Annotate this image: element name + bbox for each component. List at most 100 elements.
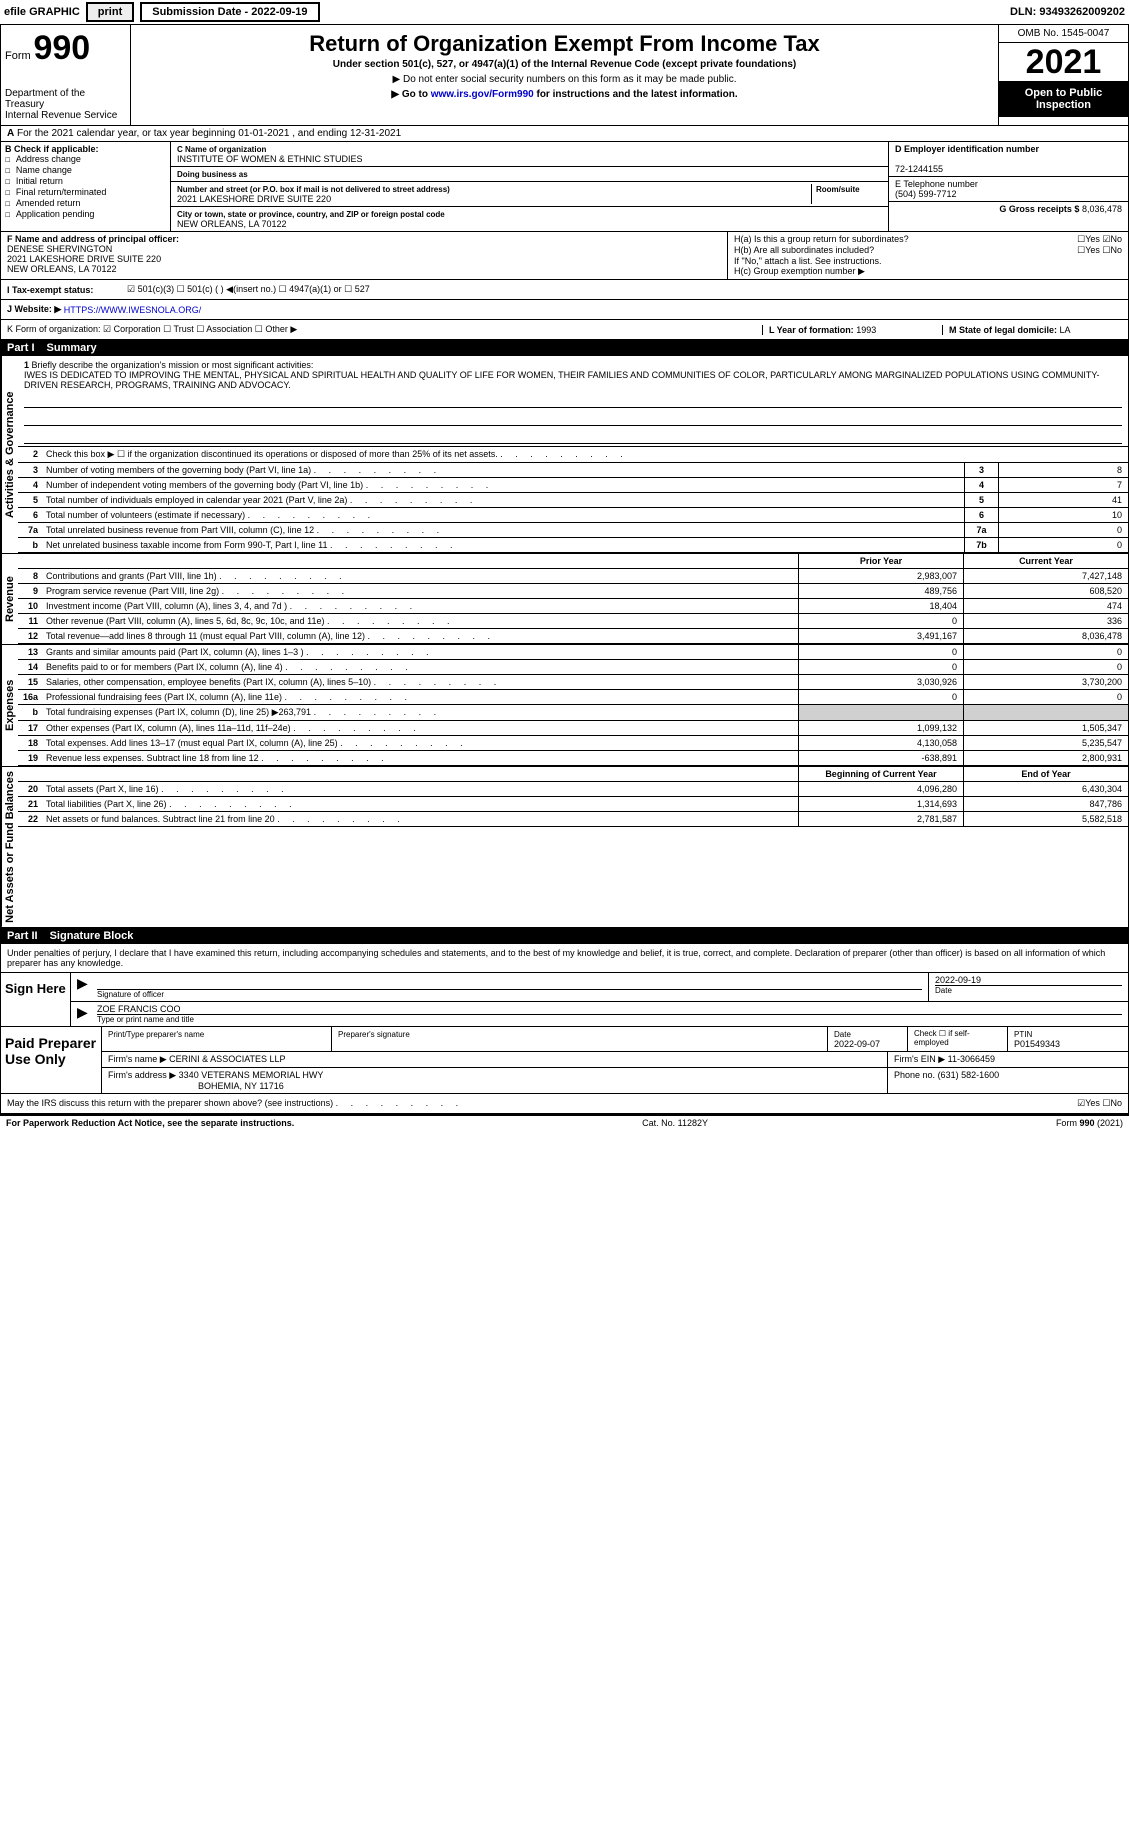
financial-row: 9Program service revenue (Part VIII, lin…: [18, 584, 1128, 599]
section-h: H(a) Is this a group return for subordin…: [728, 232, 1128, 279]
row-m-state: M State of legal domicile: LA: [942, 325, 1122, 335]
chk-address-change[interactable]: ☐: [5, 155, 16, 165]
financial-row: 12Total revenue—add lines 8 through 11 (…: [18, 629, 1128, 644]
officer-print-name: ZOE FRANCIS COO: [97, 1004, 1122, 1014]
open-inspection-badge: Open to Public Inspection: [999, 81, 1128, 117]
governance-row: 6Total number of volunteers (estimate if…: [18, 508, 1128, 523]
header-left: Form 990 Department of the Treasury Inte…: [1, 25, 131, 125]
arrow-icon: ▶: [71, 1002, 91, 1026]
financial-row: 10Investment income (Part VIII, column (…: [18, 599, 1128, 614]
arrow-icon: ▶: [71, 973, 91, 1001]
firm-name: CERINI & ASSOCIATES LLP: [169, 1054, 285, 1064]
dept-irs: Internal Revenue Service: [5, 110, 126, 121]
dept-treasury: Department of the Treasury: [5, 88, 126, 110]
phone: (504) 599-7712: [895, 189, 957, 199]
governance-row: 5Total number of individuals employed in…: [18, 493, 1128, 508]
form-subtitle: Under section 501(c), 527, or 4947(a)(1)…: [139, 59, 990, 70]
row-a-calendar-year: A For the 2021 calendar year, or tax yea…: [1, 126, 1128, 142]
signature-block: Under penalties of perjury, I declare th…: [1, 944, 1128, 1114]
page-footer: For Paperwork Reduction Act Notice, see …: [0, 1115, 1129, 1130]
submission-date-button[interactable]: Submission Date - 2022-09-19: [140, 2, 319, 22]
side-label-expenses: Expenses: [1, 645, 18, 766]
section-f: F Name and address of principal officer:…: [1, 232, 728, 279]
row-j-website: J Website: ▶ HTTPS://WWW.IWESNOLA.ORG/: [1, 300, 1128, 320]
mission-block: 1 Briefly describe the organization's mi…: [18, 356, 1128, 447]
row-f-h: F Name and address of principal officer:…: [1, 232, 1128, 280]
form-container: Form 990 Department of the Treasury Inte…: [0, 24, 1129, 1115]
signature-declaration: Under penalties of perjury, I declare th…: [1, 944, 1128, 972]
form-word: Form: [5, 50, 31, 62]
firm-addr1: 3340 VETERANS MEMORIAL HWY: [179, 1070, 324, 1080]
financial-row: 19Revenue less expenses. Subtract line 1…: [18, 751, 1128, 766]
fin-header-revenue: Prior Year Current Year: [18, 554, 1128, 569]
efile-label: efile GRAPHIC: [4, 6, 80, 18]
sign-here-label: Sign Here: [1, 973, 71, 1026]
firm-ein: 11-3066459: [948, 1054, 995, 1064]
row-k-l: K Form of organization: ☑ Corporation ☐ …: [1, 320, 1128, 340]
entity-info-row: B Check if applicable: ☐ Address change …: [1, 142, 1128, 232]
financial-row: 14Benefits paid to or for members (Part …: [18, 660, 1128, 675]
form-header: Form 990 Department of the Treasury Inte…: [1, 25, 1128, 126]
chk-application-pending[interactable]: ☐: [5, 210, 16, 220]
org-address: 2021 LAKESHORE DRIVE SUITE 220: [177, 194, 331, 204]
form-note-link: ▶ Go to www.irs.gov/Form990 for instruct…: [139, 89, 990, 100]
sig-date: 2022-09-19: [935, 975, 1122, 985]
section-c: C Name of organization INSTITUTE OF WOME…: [171, 142, 888, 231]
org-city: NEW ORLEANS, LA 70122: [177, 219, 287, 229]
footer-right: Form 990 (2021): [1056, 1118, 1123, 1128]
header-middle: Return of Organization Exempt From Incom…: [131, 25, 998, 125]
discuss-answer: ☑Yes ☐No: [1077, 1098, 1122, 1109]
side-label-net: Net Assets or Fund Balances: [1, 767, 18, 927]
mission-text: IWES IS DEDICATED TO IMPROVING THE MENTA…: [24, 370, 1100, 390]
prep-date: 2022-09-07: [834, 1039, 880, 1049]
financial-row: 8Contributions and grants (Part VIII, li…: [18, 569, 1128, 584]
print-button[interactable]: print: [86, 2, 134, 22]
footer-left: For Paperwork Reduction Act Notice, see …: [6, 1118, 294, 1128]
footer-mid: Cat. No. 11282Y: [642, 1118, 708, 1128]
website-link[interactable]: HTTPS://WWW.IWESNOLA.ORG/: [64, 305, 202, 315]
section-b: B Check if applicable: ☐ Address change …: [1, 142, 171, 231]
financial-row: 21Total liabilities (Part X, line 26)1,3…: [18, 797, 1128, 812]
fin-header-net: Beginning of Current Year End of Year: [18, 767, 1128, 782]
org-name: INSTITUTE OF WOMEN & ETHNIC STUDIES: [177, 154, 363, 164]
hb-answer: ☐Yes ☐No: [1077, 245, 1122, 256]
chk-amended[interactable]: ☐: [5, 199, 16, 209]
dln-label: DLN: 93493262009202: [1010, 6, 1125, 18]
firm-phone: (631) 582-1600: [938, 1070, 1000, 1080]
top-toolbar: efile GRAPHIC print Submission Date - 20…: [0, 0, 1129, 24]
expenses-section: Expenses 13Grants and similar amounts pa…: [1, 645, 1128, 767]
financial-row: bTotal fundraising expenses (Part IX, co…: [18, 705, 1128, 721]
financial-row: 11Other revenue (Part VIII, column (A), …: [18, 614, 1128, 629]
gross-receipts: 8,036,478: [1082, 204, 1122, 214]
financial-row: 17Other expenses (Part IX, column (A), l…: [18, 721, 1128, 736]
paid-preparer-label: Paid Preparer Use Only: [1, 1027, 101, 1093]
chk-initial-return[interactable]: ☐: [5, 177, 16, 187]
irs-link[interactable]: www.irs.gov/Form990: [431, 89, 534, 100]
chk-final-return[interactable]: ☐: [5, 188, 16, 198]
governance-row: 2Check this box ▶ ☐ if the organization …: [18, 447, 1128, 463]
financial-row: 16aProfessional fundraising fees (Part I…: [18, 690, 1128, 705]
governance-row: bNet unrelated business taxable income f…: [18, 538, 1128, 553]
ptin: P01549343: [1014, 1039, 1060, 1049]
header-right: OMB No. 1545-0047 2021 Open to Public In…: [998, 25, 1128, 125]
form-title: Return of Organization Exempt From Incom…: [139, 31, 990, 57]
financial-row: 13Grants and similar amounts paid (Part …: [18, 645, 1128, 660]
row-l-year: L Year of formation: 1993: [762, 325, 942, 335]
side-label-revenue: Revenue: [1, 554, 18, 644]
discuss-row: May the IRS discuss this return with the…: [1, 1093, 1128, 1113]
omb-number: OMB No. 1545-0047: [999, 25, 1128, 43]
financial-row: 20Total assets (Part X, line 16)4,096,28…: [18, 782, 1128, 797]
chk-name-change[interactable]: ☐: [5, 166, 16, 176]
governance-row: 3Number of voting members of the governi…: [18, 463, 1128, 478]
governance-section: Activities & Governance 1 Briefly descri…: [1, 356, 1128, 554]
financial-row: 15Salaries, other compensation, employee…: [18, 675, 1128, 690]
ein: 72-1244155: [895, 164, 943, 174]
revenue-section: Revenue Prior Year Current Year 8Contrib…: [1, 554, 1128, 645]
preparer-block: Paid Preparer Use Only Print/Type prepar…: [1, 1026, 1128, 1093]
governance-row: 7aTotal unrelated business revenue from …: [18, 523, 1128, 538]
officer-name: DENESE SHERVINGTON: [7, 244, 112, 254]
form-number: 990: [33, 29, 90, 67]
row-i-tax-status: I Tax-exempt status: ☑ 501(c)(3) ☐ 501(c…: [1, 280, 1128, 300]
side-label-governance: Activities & Governance: [1, 356, 18, 553]
ha-answer: ☐Yes ☑No: [1077, 234, 1122, 245]
